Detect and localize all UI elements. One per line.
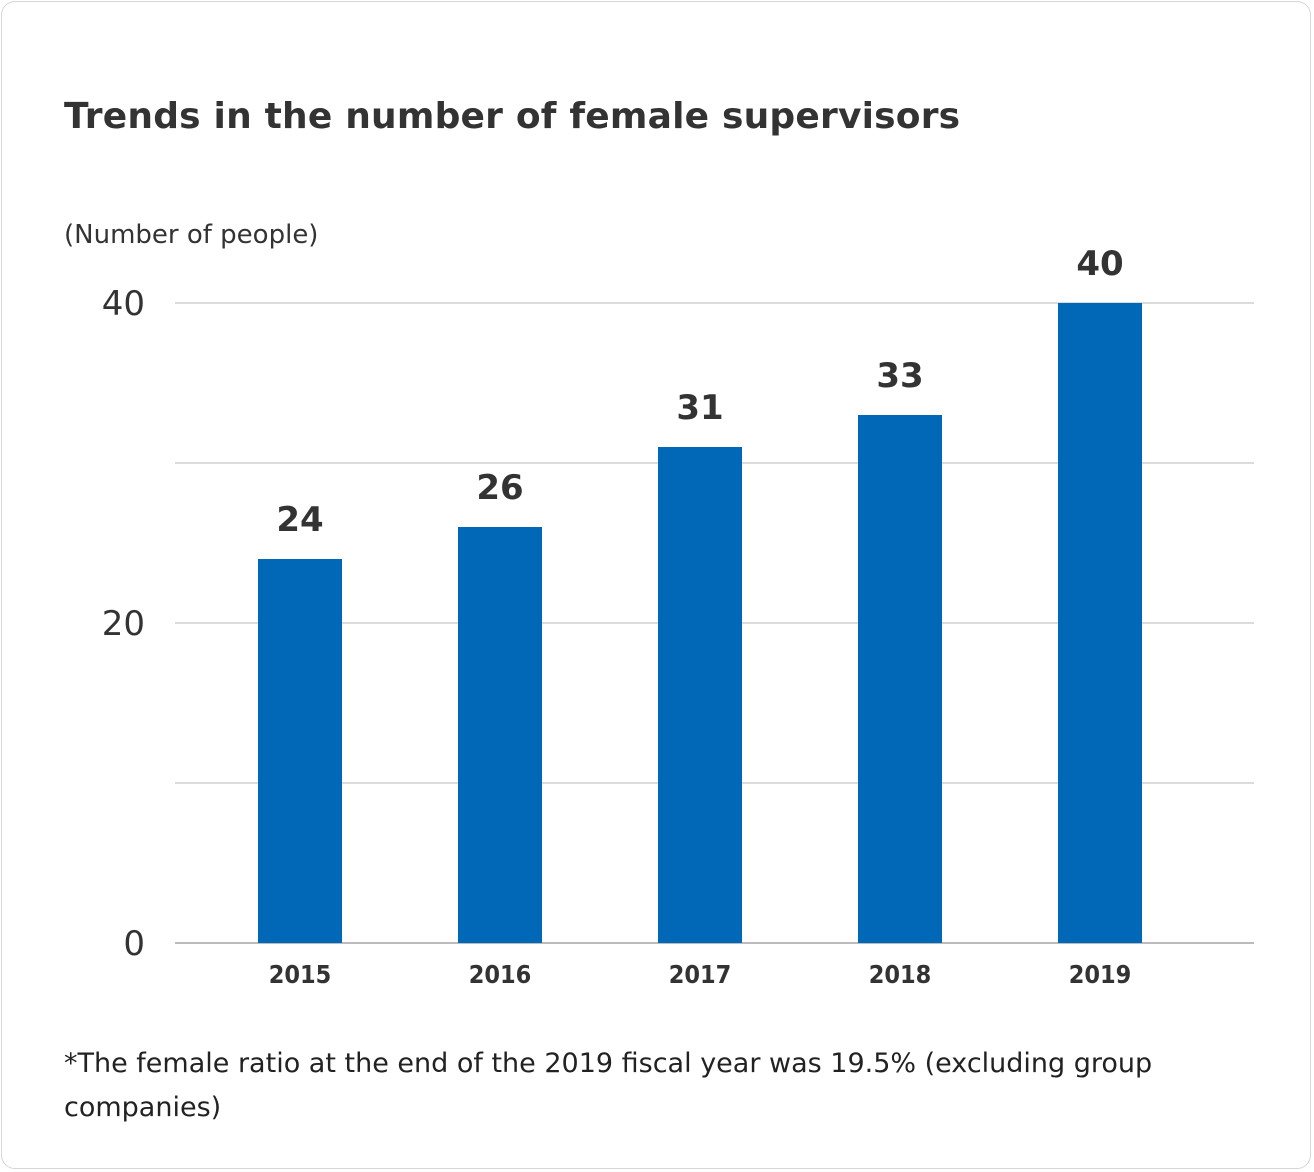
data-label: 40 xyxy=(1076,244,1123,284)
data-label: 33 xyxy=(876,356,923,396)
y-axis-label: (Number of people) xyxy=(64,220,319,250)
y-tick-label: 0 xyxy=(123,924,145,964)
x-tick-label: 2019 xyxy=(1069,960,1132,989)
y-tick-label: 40 xyxy=(102,284,145,324)
data-label: 26 xyxy=(476,468,523,508)
x-tick-label: 2018 xyxy=(869,960,932,989)
data-label: 31 xyxy=(676,388,723,428)
data-label: 24 xyxy=(276,500,323,540)
bar xyxy=(858,415,942,943)
bar xyxy=(458,527,542,943)
footnote: *The female ratio at the end of the 2019… xyxy=(64,1048,1153,1123)
x-tick-label: 2015 xyxy=(269,960,332,989)
y-tick-label: 20 xyxy=(102,604,145,644)
chart-title: Trends in the number of female superviso… xyxy=(64,96,961,137)
bar xyxy=(1058,303,1142,943)
bar xyxy=(258,559,342,943)
x-tick-label: 2017 xyxy=(669,960,732,989)
x-tick-label: 2016 xyxy=(469,960,532,989)
bar xyxy=(658,447,742,943)
